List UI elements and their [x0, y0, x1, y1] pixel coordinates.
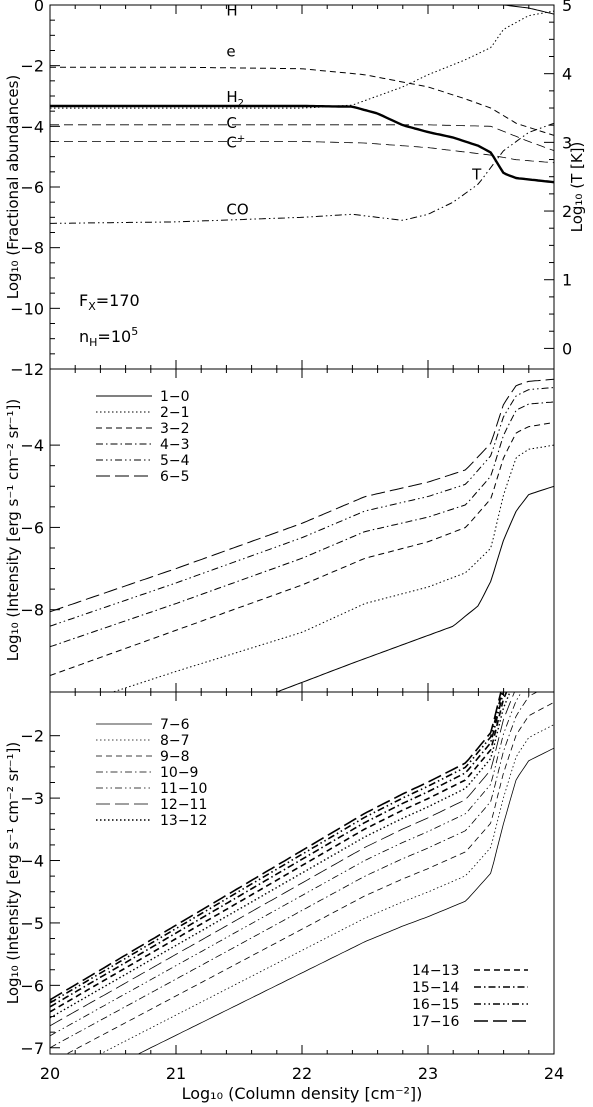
panel-frame: [49, 4, 555, 370]
series-line: [50, 692, 503, 1004]
series-label: H2: [226, 88, 244, 109]
panel-intensity-low-j: −4 −6 −8 1−02−13−24−35−46−5 Log₁₀ (Intensit…: [4, 368, 555, 693]
legend-label: 7−6: [160, 717, 190, 733]
series-label: e: [226, 43, 235, 61]
y-tick-label: −6: [20, 518, 44, 537]
series-label: T: [471, 165, 482, 183]
y-tick-label: 3: [562, 133, 572, 152]
legend-label: 17−16: [412, 1014, 459, 1030]
y-tick-label: −7: [20, 1039, 44, 1058]
y-tick-label: 5: [562, 0, 572, 15]
y-tick-label: −6: [20, 178, 44, 197]
legend-label: 15−14: [412, 980, 459, 996]
series-line: [65, 701, 554, 1054]
y-tick-label: −4: [20, 117, 44, 136]
series-line: [137, 747, 554, 1054]
series-label: C+: [226, 134, 245, 152]
y-tick-label: −8: [20, 239, 44, 258]
y-tick-label: 0: [34, 0, 44, 15]
series-label: C: [226, 114, 236, 132]
series-line: [50, 124, 554, 151]
series-line: [50, 692, 505, 1008]
legend-label: 16−15: [412, 997, 459, 1013]
y-axis-label: Log₁₀ (Intensity [erg s⁻¹ cm⁻² sr⁻¹]): [4, 399, 22, 661]
series-line: [50, 692, 508, 1013]
legend-label: 1−0: [160, 389, 190, 405]
legend-label: 11−10: [160, 781, 207, 797]
panel-abundances: 0 −2 −4 −6 −8 −10 −12 5 4 3 2 1 0 He H2 C C+ T CO Log₁₀ (F…: [4, 0, 586, 379]
series-line: [99, 724, 554, 1054]
series-line: [50, 378, 554, 613]
series-line: [50, 692, 515, 1027]
series-line: [50, 692, 511, 1019]
y-tick-label: −3: [20, 789, 44, 808]
legend-label: 9−8: [160, 749, 190, 765]
y-tick-label: −2: [20, 57, 44, 76]
x-tick-label: 21: [166, 1064, 186, 1083]
series-line: [50, 692, 502, 1001]
plot-area: 0 −2 −4 −6 −8 −10 −12 5 4 3 2 1 0 He H2 C C+ T CO: [10, 0, 572, 379]
x-tick-label: 22: [292, 1064, 312, 1083]
series-line: [50, 692, 523, 1037]
legend-label: 8−7: [160, 733, 190, 749]
x-tick-label: 23: [418, 1064, 438, 1083]
plot-area: −2 −3 −4 −5 −6 −7 7−68−79−810−911−1012−1113−12…: [20, 692, 555, 1058]
y-axis-label: Log₁₀ (Fractional abundances): [4, 75, 22, 300]
legend-label: 13−12: [160, 813, 207, 829]
series-line: [50, 401, 554, 648]
series-line: [50, 387, 554, 627]
x-axis: 20 21 22 23 24: [40, 1064, 564, 1083]
y-tick-label: 2: [562, 202, 572, 221]
y-tick-label: −4: [20, 436, 44, 455]
series-line: [50, 141, 554, 164]
x-tick-label: 20: [40, 1064, 60, 1083]
y-axis-label: Log₁₀ (Intensity [erg s⁻¹ cm⁻² sr⁻¹]): [4, 742, 22, 1004]
legend-label: 2−1: [160, 405, 190, 421]
x-tick-label: 24: [544, 1064, 564, 1083]
series-line: [50, 485, 554, 692]
y-tick-label: −10: [10, 299, 44, 318]
y-tick-label: 4: [562, 65, 572, 84]
legend-label: 5−4: [160, 453, 190, 469]
plot-area: −4 −6 −8 1−02−13−24−35−46−5: [20, 369, 555, 692]
x-axis-label: Log₁₀ (Column density [cm⁻²]): [182, 1084, 423, 1103]
series-label: CO: [226, 200, 248, 218]
series-label: H: [226, 2, 237, 20]
series-line: [50, 122, 554, 224]
y-tick-label: −8: [20, 601, 44, 620]
y-tick-label: 0: [562, 339, 572, 358]
y-tick-label: −2: [20, 727, 44, 746]
y-tick-label: 1: [562, 271, 572, 290]
density-annotation: nH=105: [79, 325, 138, 349]
flux-annotation: FX=170: [79, 291, 140, 313]
series-line: [50, 10, 554, 109]
panel-frame: [49, 691, 555, 1055]
legend-label: 10−9: [160, 765, 198, 781]
y-tick-label: −5: [20, 914, 44, 933]
legend-label: 3−2: [160, 421, 190, 437]
legend-label: 14−13: [412, 963, 459, 979]
y-tick-label: −12: [10, 360, 44, 379]
series-line: [50, 66, 554, 136]
panel-frame: [49, 368, 555, 693]
legend-label: 12−11: [160, 797, 207, 813]
series-line: [50, 104, 554, 184]
y2-axis-label: Log₁₀ (T [K]): [568, 142, 586, 233]
y-tick-label: −6: [20, 976, 44, 995]
legend-label: 6−5: [160, 469, 190, 485]
panel-intensity-high-j: −2 −3 −4 −5 −6 −7 7−68−79−810−911−1012−1113−12…: [4, 691, 555, 1058]
y-tick-label: −4: [20, 852, 44, 871]
legend-label: 4−3: [160, 437, 190, 453]
series-line: [50, 444, 554, 692]
